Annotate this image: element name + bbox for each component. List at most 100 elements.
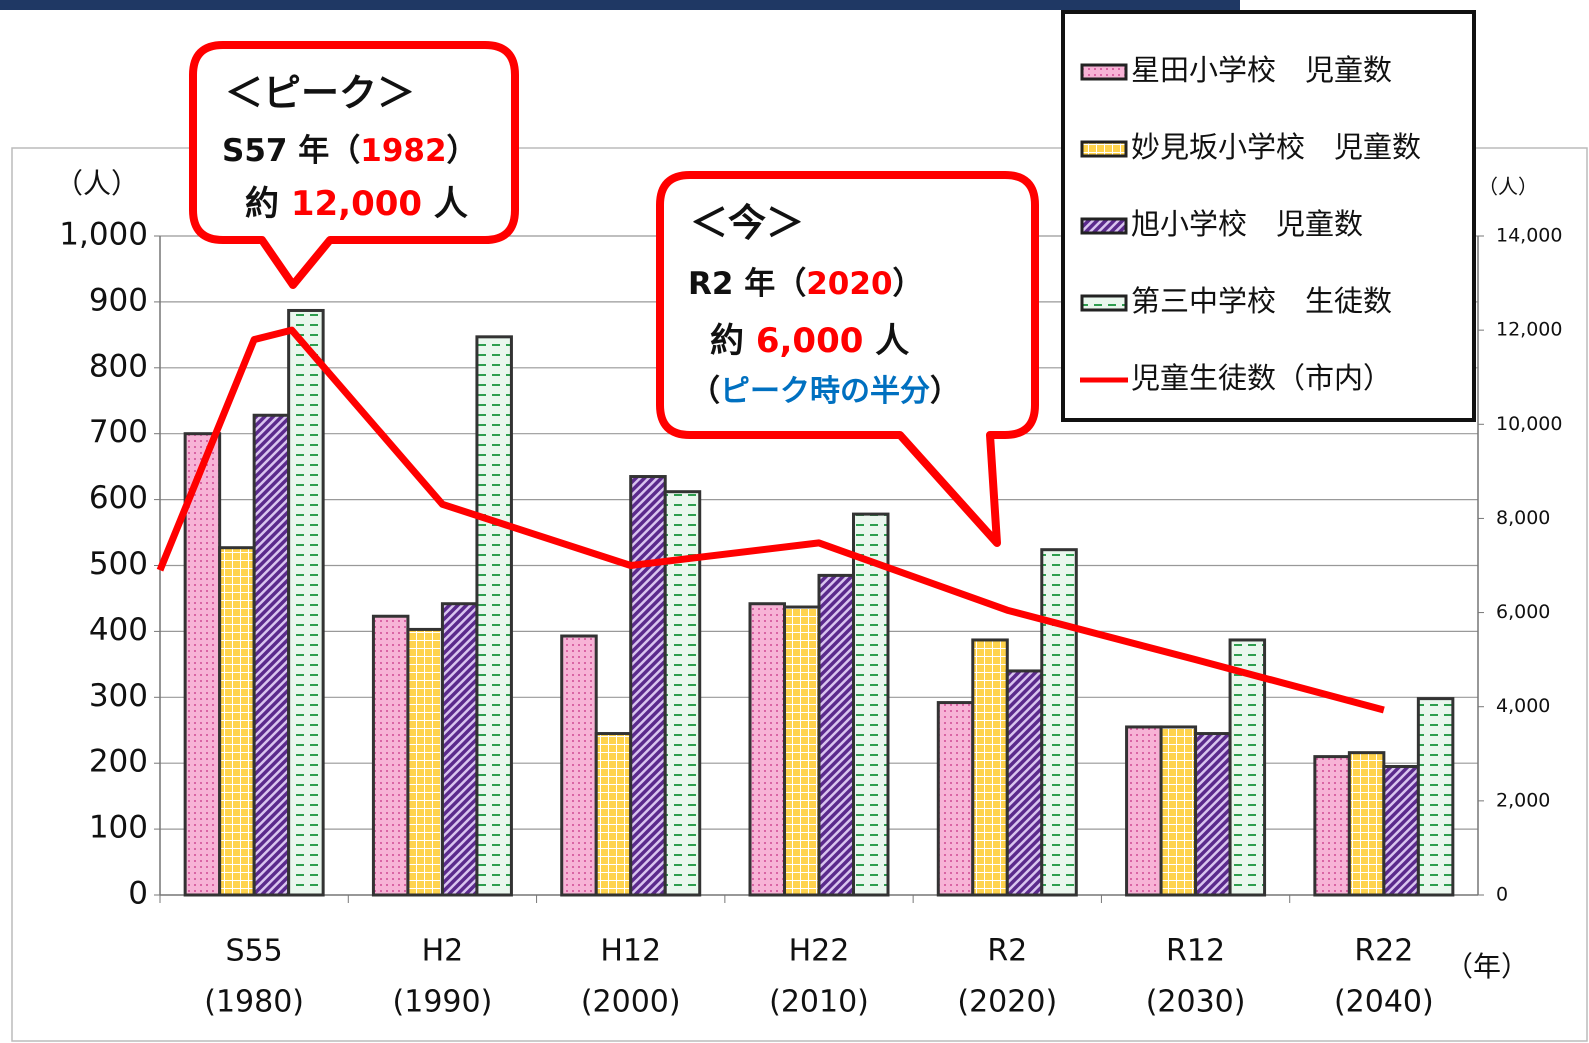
y-tick-label: 400 — [89, 612, 148, 648]
bar — [1040, 548, 1078, 897]
y2-tick-label: 4,000 — [1496, 695, 1550, 717]
callout-text: ＜今＞ — [690, 201, 804, 245]
legend-swatch — [1080, 294, 1128, 312]
callout-text: （ピーク時の半分） — [690, 374, 960, 409]
callout-text-part: ＜今＞ — [690, 201, 804, 245]
x-tick-label: S55 — [226, 934, 283, 969]
callout-text-part: ） — [930, 374, 960, 409]
callout-text: R2 年（2020） — [688, 266, 924, 302]
bar — [748, 602, 786, 897]
callout-text-part: 6,000 — [756, 321, 864, 361]
y-tick-label: 800 — [89, 348, 148, 384]
callout-text-part: （ — [690, 374, 720, 409]
bar — [1194, 732, 1232, 897]
x-tick-label: H12 — [600, 934, 661, 969]
y-tick-label: 100 — [89, 810, 148, 846]
y2-tick-label: 12,000 — [1496, 319, 1562, 341]
line — [156, 326, 1385, 714]
y-tick-label: 900 — [89, 282, 148, 318]
callout-text-part: 12,000 — [291, 184, 422, 224]
x-axis-label: （年） — [1445, 950, 1529, 983]
callout — [656, 171, 1039, 547]
y-tick-label: 0 — [128, 876, 148, 912]
y2-axis-label: （人） — [1478, 175, 1538, 199]
legend-label: 星田小学校 児童数 — [1131, 53, 1392, 87]
header-bar — [0, 0, 1240, 10]
callout-text: 約 12,000 人 — [245, 184, 468, 224]
bar — [936, 701, 975, 897]
x-tick-sublabel: (1980) — [204, 985, 304, 1020]
legend-swatch — [1080, 217, 1128, 235]
x-tick-label: H22 — [789, 934, 850, 969]
y-tick-label: 200 — [89, 744, 148, 780]
y2-tick-label: 2,000 — [1496, 789, 1550, 811]
bar — [663, 490, 702, 897]
bar — [971, 638, 1009, 897]
y2-tick-label: 6,000 — [1496, 601, 1550, 623]
bar — [783, 605, 821, 897]
bar — [560, 634, 598, 897]
y2-tick-label: 10,000 — [1496, 413, 1562, 435]
x-tick-sublabel: (2040) — [1334, 985, 1434, 1020]
callout-text-part: ） — [893, 266, 924, 302]
callout-text-part: ） — [447, 133, 478, 169]
callout-text-part: 人 — [422, 184, 468, 224]
x-tick-label: H2 — [422, 934, 464, 969]
bar — [1159, 725, 1198, 897]
y2-tick-label: 14,000 — [1496, 225, 1562, 247]
callout-text: 約 6,000 人 — [710, 321, 909, 361]
y-tick-label: 500 — [89, 546, 148, 582]
chart-border — [11, 147, 1588, 1042]
x-tick-sublabel: (2030) — [1146, 985, 1246, 1020]
x-tick-label: R22 — [1354, 934, 1413, 969]
x-tick-sublabel: (2020) — [957, 985, 1057, 1020]
y-tick-label: 700 — [89, 414, 148, 450]
x-tick-sublabel: (2010) — [769, 985, 869, 1020]
x-tick-label: R12 — [1166, 934, 1225, 969]
x-tick-sublabel: (1990) — [393, 985, 493, 1020]
y-tick-label: 1,000 — [59, 217, 148, 253]
bar — [1005, 669, 1044, 897]
legend-label: 児童生徒数（市内） — [1131, 361, 1392, 395]
callout-text: S57 年（1982） — [222, 133, 478, 169]
bar — [1313, 755, 1351, 897]
callout-text-part: R2 年 — [688, 266, 775, 302]
bar — [594, 732, 633, 897]
callout — [189, 41, 519, 289]
bar — [252, 413, 291, 897]
y-axis-label: （人） — [55, 167, 139, 200]
callout-text-part: 約 — [245, 184, 291, 224]
bar — [475, 335, 513, 897]
callout-text-part: ピーク時の半分 — [720, 374, 930, 409]
bar — [440, 602, 479, 897]
x-tick-sublabel: (2000) — [581, 985, 681, 1020]
legend-swatch — [1080, 140, 1128, 158]
bar — [183, 432, 222, 897]
bar — [1228, 638, 1267, 897]
legend-label: 旭小学校 児童数 — [1131, 207, 1363, 241]
bar — [218, 546, 256, 897]
bar — [817, 573, 855, 897]
bar — [371, 614, 410, 897]
callout-text-part: 2020 — [806, 266, 892, 302]
callout-text-part: 約 — [710, 321, 756, 361]
y-tick-label: 300 — [89, 678, 148, 714]
y-tick-label: 600 — [89, 480, 148, 516]
bar — [629, 475, 667, 897]
bar — [406, 627, 444, 897]
bar — [287, 308, 325, 897]
callout-text-part: ＜ピーク＞ — [225, 71, 415, 115]
bar — [852, 512, 890, 897]
callout-text-part: 1982 — [360, 133, 446, 169]
callout-text-part: （ — [329, 133, 360, 169]
bar — [1125, 725, 1163, 897]
callout-text: ＜ピーク＞ — [225, 71, 415, 115]
y2-tick-label: 0 — [1496, 884, 1508, 906]
callout-text-part: （ — [775, 266, 806, 302]
legend-box — [1061, 10, 1476, 422]
callout-text-part: S57 年 — [222, 133, 329, 169]
legend-swatch — [1080, 63, 1128, 81]
bar — [1416, 697, 1455, 897]
x-tick-label: R2 — [987, 934, 1027, 969]
